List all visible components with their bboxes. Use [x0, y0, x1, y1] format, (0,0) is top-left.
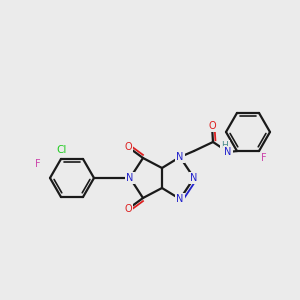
Text: O: O: [124, 204, 132, 214]
Text: O: O: [208, 121, 216, 131]
Text: N: N: [224, 147, 232, 157]
Text: N: N: [190, 173, 198, 183]
Text: N: N: [126, 173, 134, 183]
Text: F: F: [261, 153, 267, 163]
Text: Cl: Cl: [57, 145, 67, 155]
Text: N: N: [176, 194, 184, 204]
Text: O: O: [124, 142, 132, 152]
Text: N: N: [176, 152, 184, 162]
Text: H: H: [222, 142, 228, 151]
Text: F: F: [35, 159, 41, 169]
